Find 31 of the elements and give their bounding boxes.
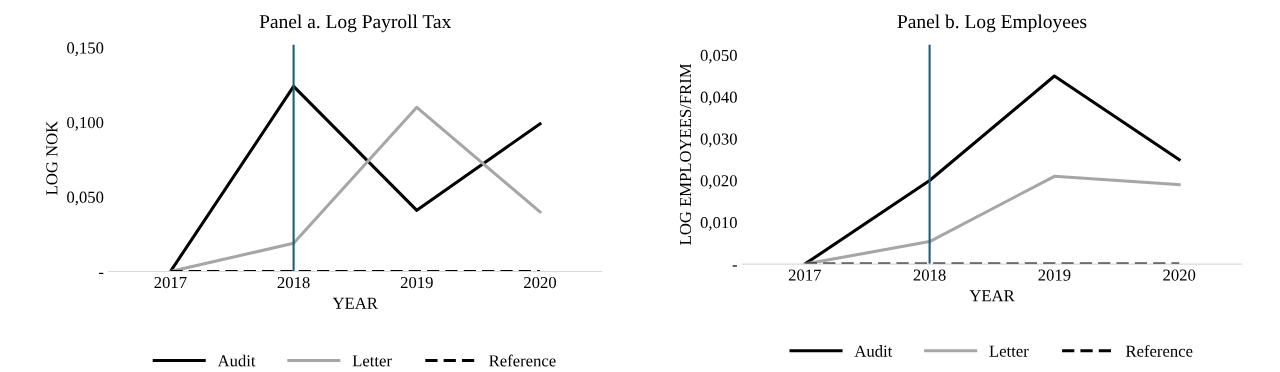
y-tick-label: 0,150 <box>67 42 104 56</box>
y-axis-title: LOG NOK <box>46 121 58 195</box>
legend-label: Audit <box>854 345 893 357</box>
x-axis-title: YEAR <box>969 290 1015 302</box>
x-tick-label: 2019 <box>400 276 433 289</box>
x-tick-label: 2018 <box>913 269 946 281</box>
legend-label: Letter <box>352 355 392 367</box>
x-tick-label: 2020 <box>1163 269 1196 281</box>
chart-title: Panel b. Log Employees <box>897 14 1087 33</box>
y-tick-label: 0,030 <box>700 133 737 148</box>
legend-label: Letter <box>989 345 1029 357</box>
x-tick-label: 2019 <box>1038 269 1071 281</box>
y-tick-label: 0,050 <box>67 191 104 206</box>
y-tick-label: - <box>732 265 737 267</box>
legend-label: Reference <box>1125 344 1193 357</box>
x-tick-label: 2018 <box>277 276 310 289</box>
y-tick-label: 0,050 <box>700 49 737 64</box>
y-axis-title: LOG EMPLOYEES/FRIM <box>679 63 692 245</box>
y-tick-label: 0,020 <box>700 175 737 189</box>
x-tick-label: 2017 <box>788 269 821 281</box>
y-tick-label: 0,010 <box>700 217 737 231</box>
y-tick-label: 0,040 <box>700 91 737 106</box>
x-tick-label: 2020 <box>524 276 557 289</box>
x-tick-label: 2017 <box>154 276 187 289</box>
x-axis-title: YEAR <box>332 297 378 309</box>
y-tick-label: 0,100 <box>67 116 104 131</box>
chart-title: Panel a. Log Payroll Tax <box>259 14 452 33</box>
legend-label: Reference <box>489 354 556 367</box>
line-series <box>803 174 1181 265</box>
y-tick-label: - <box>99 272 104 275</box>
legend-label: Audit <box>217 354 256 367</box>
